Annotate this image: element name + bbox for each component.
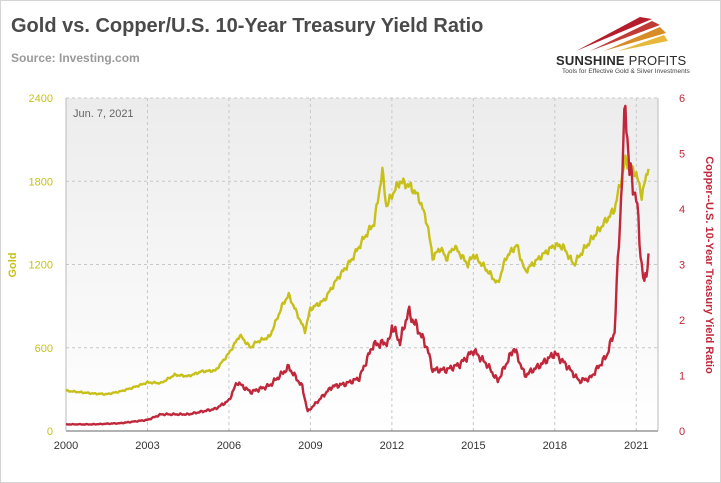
y-right-tick-label: 5 [679,149,685,161]
y-axis-left-label: Gold [7,252,19,277]
x-tick-label: 2000 [54,440,78,452]
x-tick-label: 2021 [624,440,648,452]
x-tick-label: 2012 [380,440,404,452]
y-right-tick-label: 2 [679,315,685,327]
chart-title: Gold vs. Copper/U.S. 10-Year Treasury Yi… [11,15,484,37]
x-tick-label: 2003 [135,440,159,452]
sunshine-profits-logo: SUNSHINE PROFITS Tools for Effective Gol… [556,11,716,77]
y-right-tick-label: 3 [679,260,685,272]
y-left-tick-label: 2400 [29,93,53,105]
y-left-tick-label: 1800 [29,176,53,188]
y-right-tick-label: 4 [679,204,685,216]
x-tick-label: 2009 [298,440,322,452]
y-left-tick-label: 1200 [29,260,53,272]
y-right-tick-label: 0 [679,426,685,438]
y-left-tick-label: 600 [35,343,53,355]
y-right-tick-label: 1 [679,371,685,383]
y-right-tick-label: 6 [679,93,685,105]
x-tick-label: 2006 [217,440,241,452]
source-label: Source: Investing.com [11,51,140,65]
sun-rays-icon [576,17,668,51]
date-annotation: Jun. 7, 2021 [73,108,134,120]
x-tick-label: 2018 [543,440,567,452]
y-left-tick-label: 0 [47,426,53,438]
gold-series-line [65,154,650,396]
logo-tagline: Tools for Effective Gold & Silver Invest… [562,68,690,75]
logo-text: SUNSHINE PROFITS [556,53,687,68]
x-tick-label: 2015 [461,440,485,452]
ratio-series-line [65,104,650,426]
y-axis-right-label: Copper--U.S. 10-Year Treasury Yield Rati… [703,156,715,374]
